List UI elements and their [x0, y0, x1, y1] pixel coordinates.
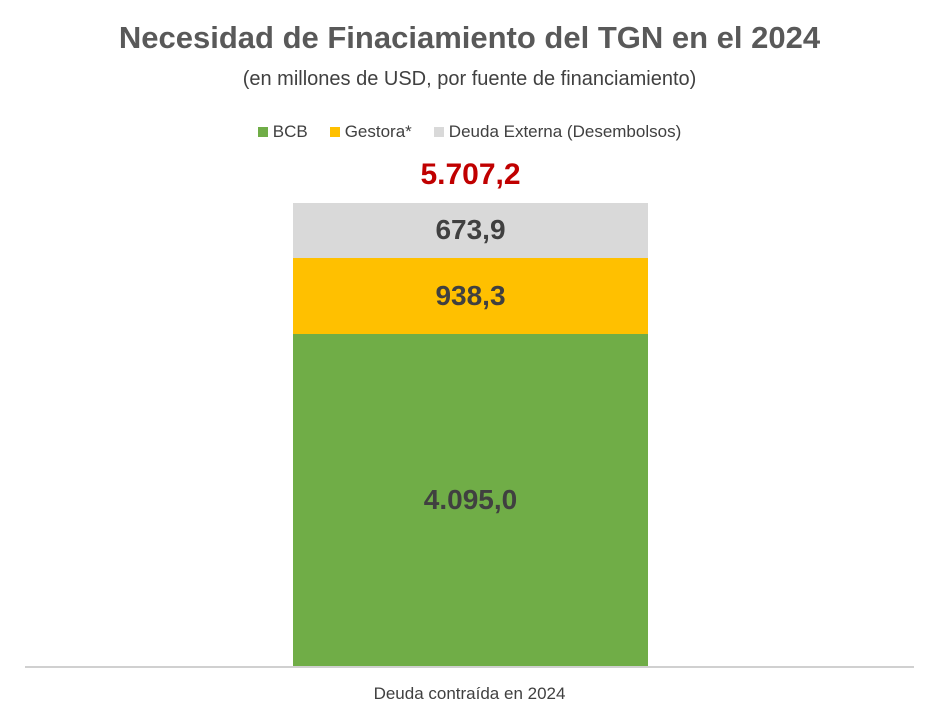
bar-segment-deuda-externa: 673,9: [293, 203, 648, 258]
data-label-deuda-externa: 673,9: [435, 214, 506, 246]
legend-swatch-gestora: [329, 127, 340, 137]
x-axis-category-label: Deuda contraída en 2024: [373, 684, 566, 703]
legend-item-deuda-externa: Deuda Externa (Desembolsos): [433, 122, 682, 142]
legend-swatch-deuda-externa: [433, 127, 444, 137]
stack-total-label: 5.707,2: [420, 158, 521, 191]
chart-title: Necesidad de Finaciamiento del TGN en el…: [118, 20, 821, 55]
legend-item-gestora: Gestora*: [329, 122, 412, 142]
bar-segment-bcb: 4.095,0: [293, 333, 648, 666]
bar-segment-gestora: 938,3: [293, 257, 648, 334]
legend-item-bcb: BCB: [257, 122, 308, 142]
legend-label-bcb: BCB: [272, 122, 308, 141]
data-label-bcb: 4.095,0: [423, 483, 518, 515]
chart-legend: BCB Gestora* Deuda Externa (Desembolsos): [0, 122, 939, 142]
legend-label-gestora: Gestora*: [344, 122, 412, 141]
legend-label-deuda-externa: Deuda Externa (Desembolsos): [448, 122, 682, 141]
legend-swatch-bcb: [257, 127, 268, 137]
data-label-gestora: 938,3: [435, 279, 506, 311]
x-axis-line: [25, 666, 914, 668]
chart-subtitle: (en millones de USD, por fuente de finan…: [242, 68, 697, 90]
